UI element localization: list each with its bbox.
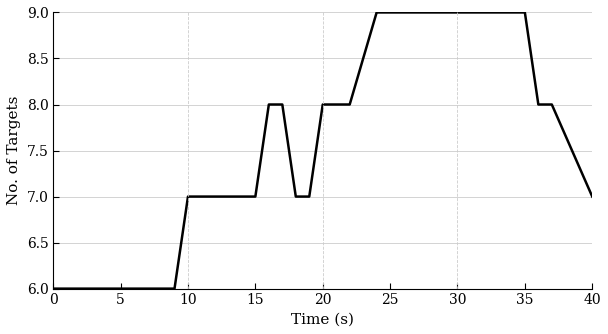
Y-axis label: No. of Targets: No. of Targets [7, 96, 21, 205]
X-axis label: Time (s): Time (s) [291, 313, 354, 327]
